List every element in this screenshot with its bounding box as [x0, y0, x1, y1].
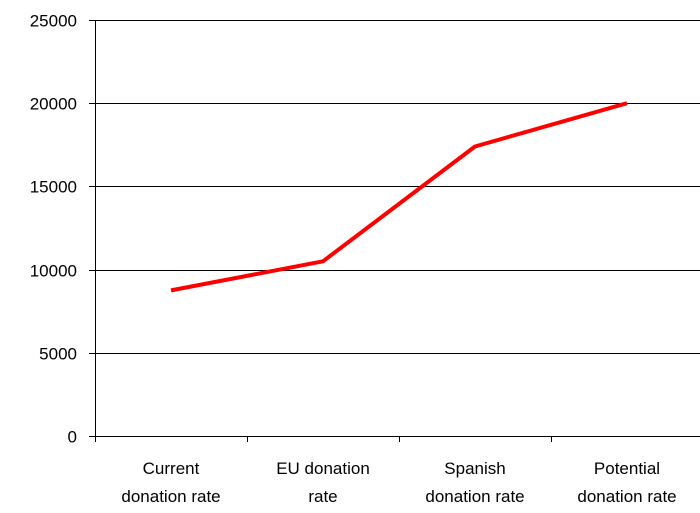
- series-line-0: [170, 101, 628, 293]
- x-category-label-1: EU donation rate: [276, 459, 370, 506]
- y-tick-label-10000: 10000: [30, 262, 77, 281]
- x-category-label-line: EU donation: [276, 459, 370, 478]
- x-category-label-line: Current: [143, 459, 200, 478]
- x-category-label-line: Spanish: [444, 459, 505, 478]
- axes: [89, 20, 700, 442]
- y-axis-tick-labels: 0 5000 10000 15000 20000 25000: [30, 12, 77, 447]
- x-category-label-0: Current donation rate: [121, 459, 220, 506]
- x-category-label-line: Potential: [594, 459, 660, 478]
- y-tick-label-0: 0: [68, 428, 77, 447]
- y-tick-label-5000: 5000: [39, 345, 77, 364]
- x-category-label-2: Spanish donation rate: [425, 459, 524, 506]
- y-tick-label-20000: 20000: [30, 95, 77, 114]
- y-tick-label-15000: 15000: [30, 178, 77, 197]
- x-axis-category-labels: Current donation rate EU donation rate Spani…: [121, 459, 676, 506]
- x-category-label-line: donation rate: [577, 487, 676, 506]
- gridlines: [95, 20, 700, 354]
- series-group: [170, 101, 628, 293]
- x-category-label-3: Potential donation rate: [577, 459, 676, 506]
- x-category-label-line: rate: [308, 487, 337, 506]
- x-category-label-line: donation rate: [425, 487, 524, 506]
- y-tick-label-25000: 25000: [30, 12, 77, 31]
- x-category-label-line: donation rate: [121, 487, 220, 506]
